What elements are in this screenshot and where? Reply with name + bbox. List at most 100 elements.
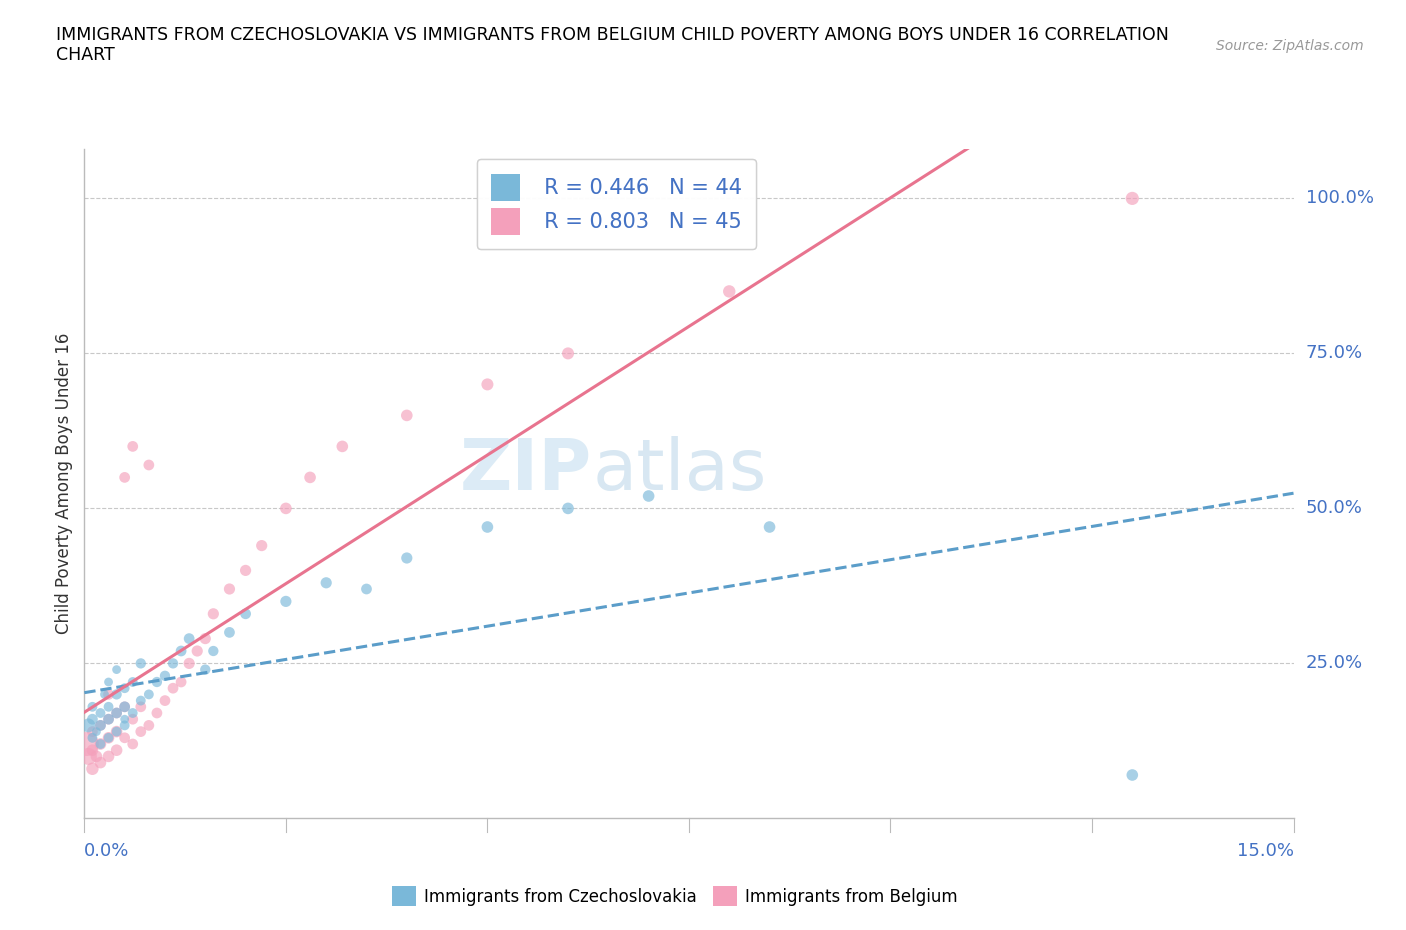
Point — [89, 755, 111, 770]
Point — [114, 699, 136, 714]
Point — [146, 706, 169, 721]
Point — [77, 749, 100, 764]
Point — [89, 737, 111, 751]
Point — [129, 724, 152, 739]
Point — [235, 563, 257, 578]
Point — [97, 730, 120, 745]
Point — [202, 644, 225, 658]
Y-axis label: Child Poverty Among Boys Under 16: Child Poverty Among Boys Under 16 — [55, 333, 73, 634]
Point — [153, 669, 176, 684]
Point — [97, 730, 120, 745]
Point — [315, 576, 337, 591]
Point — [97, 711, 120, 726]
Text: CHART: CHART — [56, 46, 115, 64]
Text: 50.0%: 50.0% — [1306, 499, 1362, 517]
Point — [218, 625, 240, 640]
Point — [356, 581, 378, 596]
Text: 75.0%: 75.0% — [1306, 344, 1362, 363]
Point — [153, 693, 176, 708]
Text: Source: ZipAtlas.com: Source: ZipAtlas.com — [1216, 39, 1364, 53]
Point — [105, 706, 128, 721]
Point — [758, 520, 780, 535]
Point — [86, 724, 108, 739]
Point — [162, 656, 184, 671]
Point — [162, 681, 184, 696]
Point — [82, 699, 104, 714]
Point — [146, 674, 169, 689]
Point — [82, 724, 104, 739]
Text: IMMIGRANTS FROM CZECHOSLOVAKIA VS IMMIGRANTS FROM BELGIUM CHILD POVERTY AMONG BO: IMMIGRANTS FROM CZECHOSLOVAKIA VS IMMIGR… — [56, 26, 1170, 44]
Point — [557, 501, 579, 516]
Legend: Immigrants from Czechoslovakia, Immigrants from Belgium: Immigrants from Czechoslovakia, Immigran… — [385, 880, 965, 912]
Point — [121, 706, 143, 721]
Point — [121, 674, 143, 689]
Point — [170, 674, 193, 689]
Point — [250, 538, 273, 553]
Point — [1121, 767, 1143, 782]
Point — [186, 644, 208, 658]
Point — [105, 743, 128, 758]
Point — [114, 730, 136, 745]
Point — [1121, 191, 1143, 206]
Point — [129, 699, 152, 714]
Point — [114, 699, 136, 714]
Point — [477, 520, 499, 535]
Point — [77, 718, 100, 733]
Point — [274, 501, 297, 516]
Text: 0.0%: 0.0% — [84, 842, 129, 860]
Point — [121, 439, 143, 454]
Point — [93, 687, 115, 702]
Point — [194, 631, 217, 646]
Point — [170, 644, 193, 658]
Point — [89, 718, 111, 733]
Point — [395, 408, 418, 423]
Point — [179, 656, 201, 671]
Point — [218, 581, 240, 596]
Legend:   R = 0.446   N = 44,   R = 0.803   N = 45: R = 0.446 N = 44, R = 0.803 N = 45 — [477, 159, 756, 249]
Point — [82, 743, 104, 758]
Text: 15.0%: 15.0% — [1236, 842, 1294, 860]
Point — [557, 346, 579, 361]
Point — [138, 458, 160, 472]
Point — [114, 718, 136, 733]
Point — [82, 711, 104, 726]
Text: ZIP: ZIP — [460, 436, 592, 505]
Point — [82, 730, 104, 745]
Point — [86, 749, 108, 764]
Point — [76, 737, 98, 751]
Point — [637, 488, 659, 503]
Point — [97, 674, 120, 689]
Point — [114, 470, 136, 485]
Point — [105, 724, 128, 739]
Point — [97, 699, 120, 714]
Point — [121, 737, 143, 751]
Point — [718, 284, 741, 299]
Text: 100.0%: 100.0% — [1306, 190, 1374, 207]
Point — [129, 656, 152, 671]
Point — [114, 681, 136, 696]
Point — [89, 706, 111, 721]
Point — [138, 687, 160, 702]
Point — [477, 377, 499, 392]
Point — [129, 693, 152, 708]
Point — [89, 718, 111, 733]
Text: 25.0%: 25.0% — [1306, 655, 1362, 672]
Point — [97, 687, 120, 702]
Point — [97, 711, 120, 726]
Point — [194, 662, 217, 677]
Point — [82, 762, 104, 777]
Point — [105, 687, 128, 702]
Point — [105, 706, 128, 721]
Text: atlas: atlas — [592, 436, 766, 505]
Point — [105, 724, 128, 739]
Point — [97, 749, 120, 764]
Point — [299, 470, 322, 485]
Point — [89, 737, 111, 751]
Point — [121, 711, 143, 726]
Point — [105, 662, 128, 677]
Point — [235, 606, 257, 621]
Point — [138, 718, 160, 733]
Point — [330, 439, 353, 454]
Point — [114, 711, 136, 726]
Point — [202, 606, 225, 621]
